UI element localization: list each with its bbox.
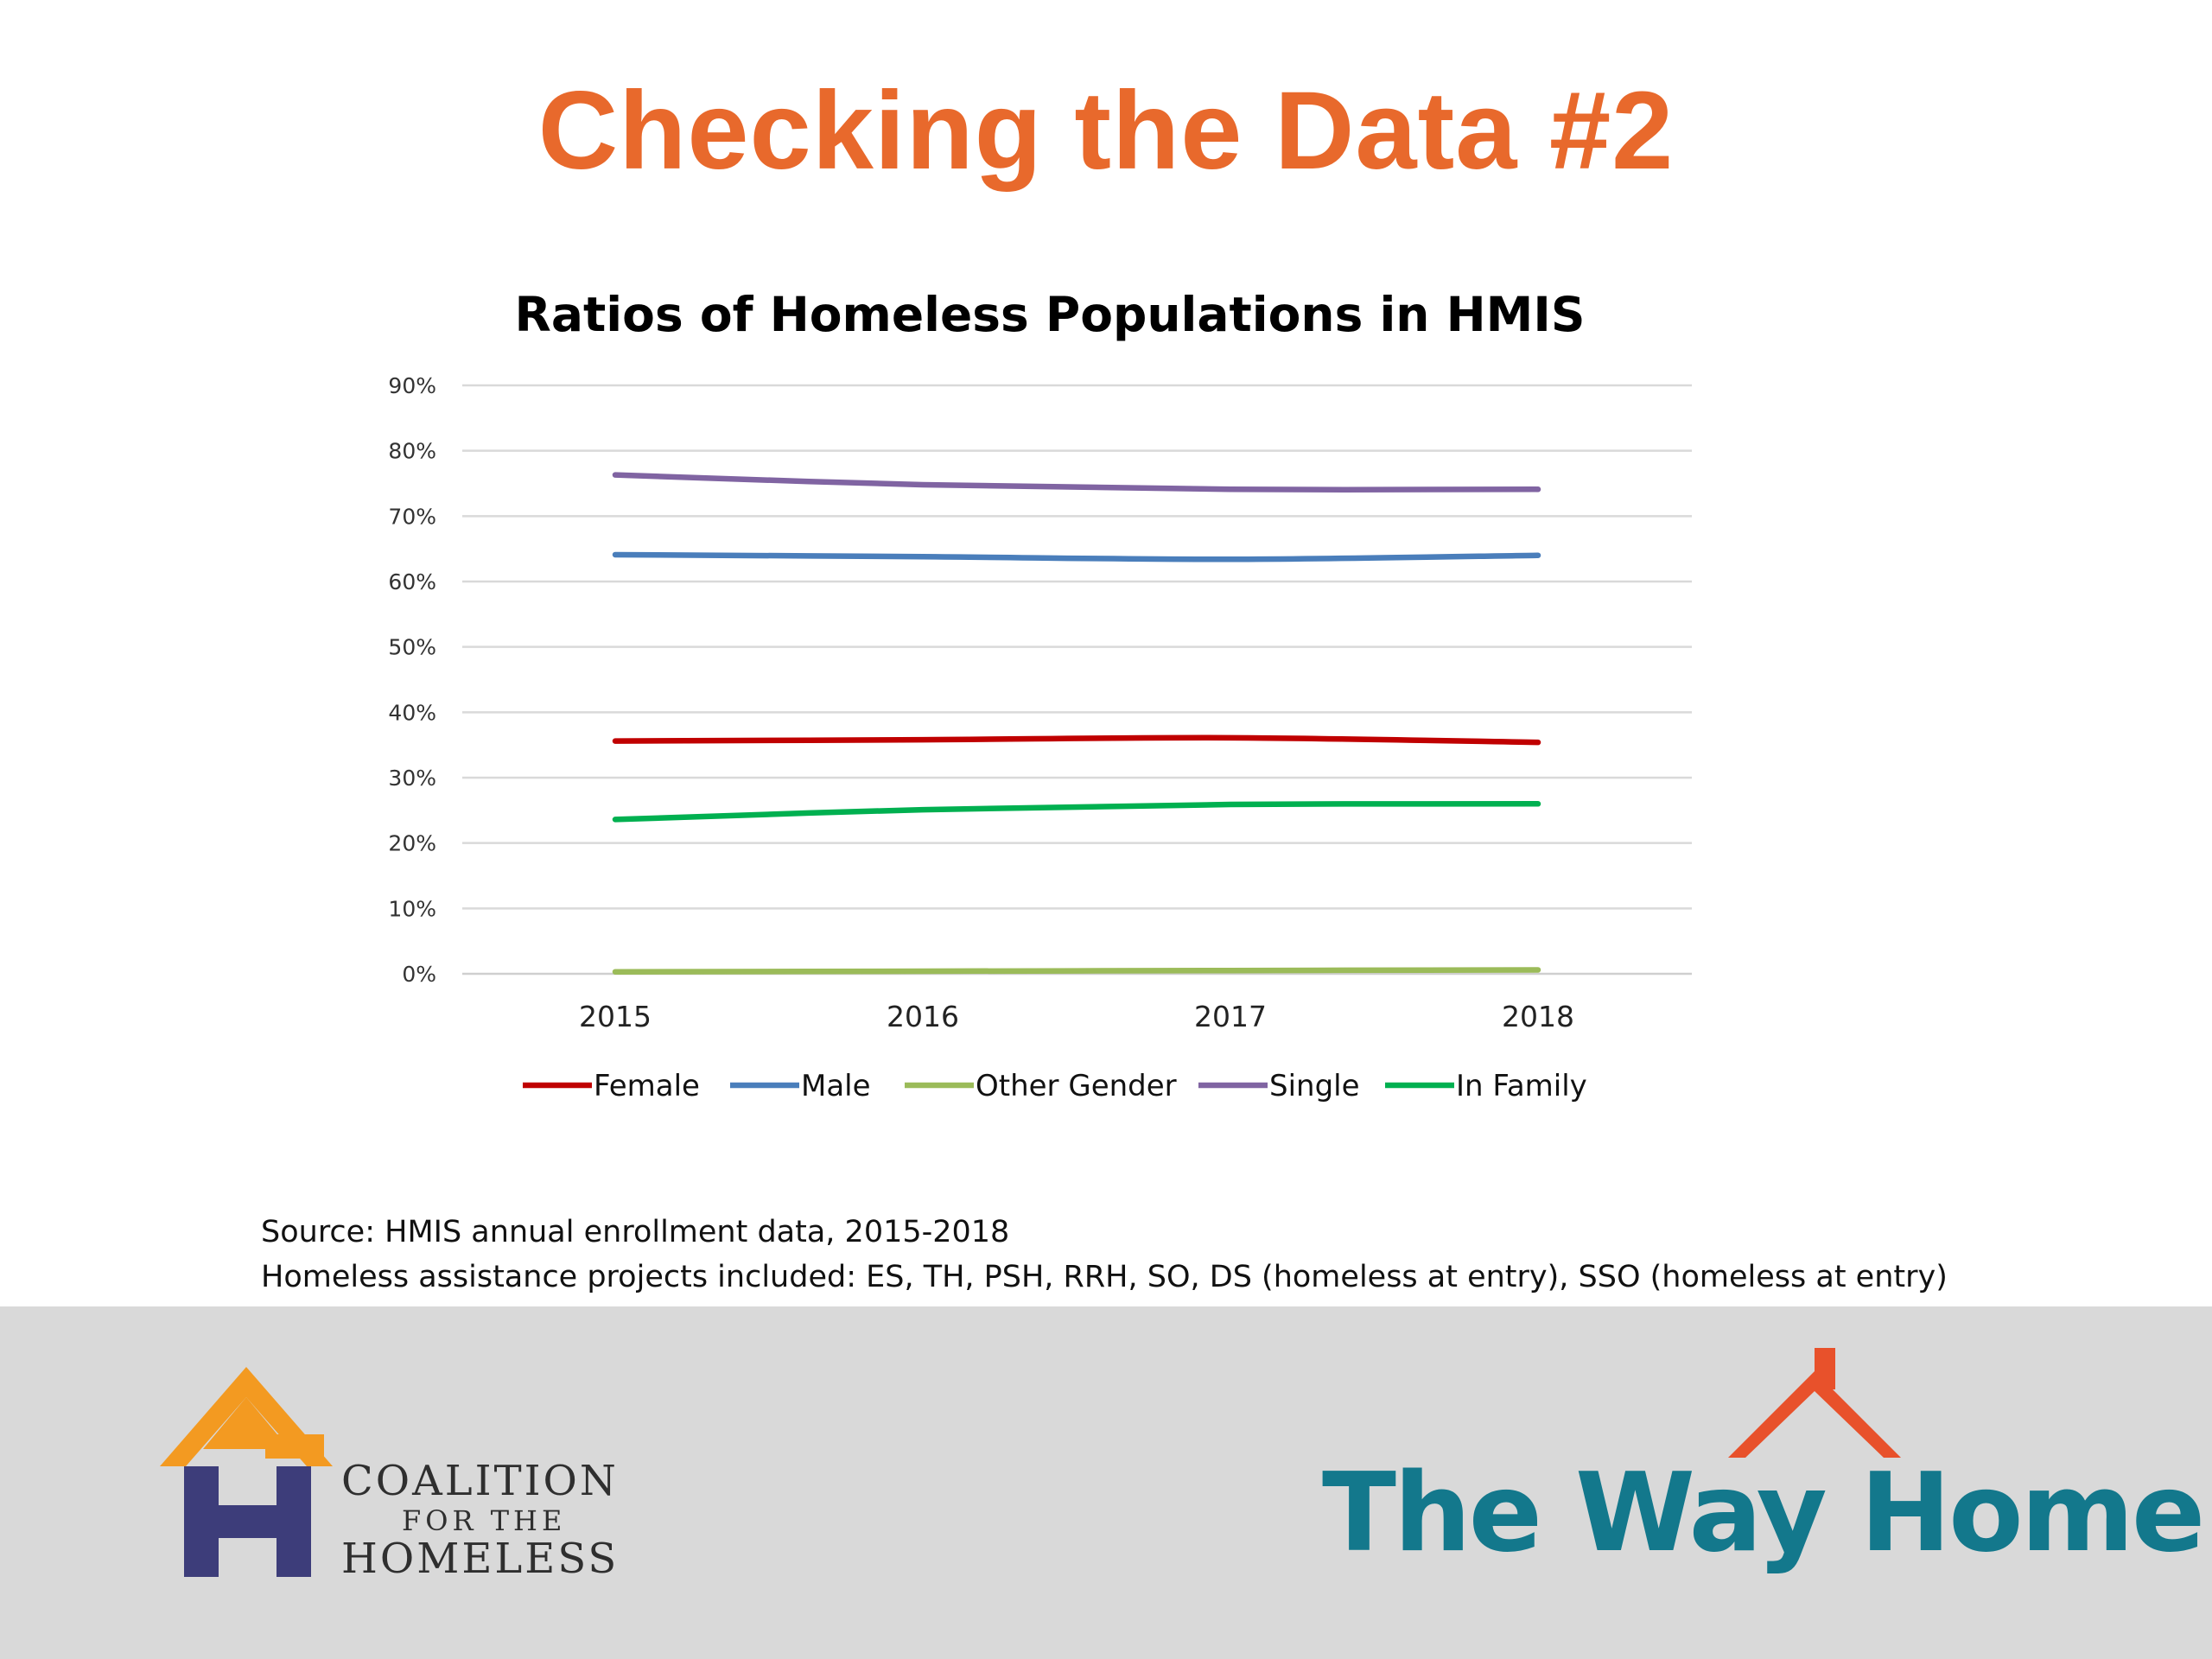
slide-title: Checking the Data #2 bbox=[537, 69, 1675, 193]
source-line: Source: HMIS annual enrollment data, 201… bbox=[261, 1215, 1010, 1249]
series-line-single bbox=[612, 472, 1541, 493]
y-tick-label: 80% bbox=[388, 439, 436, 464]
y-tick-label: 50% bbox=[388, 635, 436, 660]
source-note: Source: HMIS annual enrollment data, 201… bbox=[261, 1210, 1948, 1300]
y-axis-ticks: 0% 10% 20% 30% 40% 50% 60% 70% 80% 90% bbox=[388, 373, 436, 987]
coalition-wordmark: COALITION FOR THE HOMELESS bbox=[341, 1460, 619, 1580]
legend-label: In Family bbox=[1456, 1069, 1587, 1103]
wayhome-roof-icon bbox=[1728, 1348, 1901, 1458]
series-line-male bbox=[612, 551, 1541, 563]
x-tick-label: 2018 bbox=[1502, 1000, 1574, 1033]
x-tick-label: 2016 bbox=[887, 1000, 959, 1033]
legend-label: Female bbox=[594, 1069, 700, 1103]
x-tick-label: 2015 bbox=[579, 1000, 652, 1033]
wayhome-wordmark: The Way Home bbox=[1322, 1449, 2205, 1576]
y-tick-label: 60% bbox=[388, 569, 436, 594]
legend-label: Other Gender bbox=[976, 1069, 1177, 1103]
footer-bar: COALITION FOR THE HOMELESS The Way Home bbox=[0, 1306, 2212, 1659]
legend-label: Male bbox=[801, 1069, 871, 1103]
chart-title: Ratios of Homeless Populations in HMIS bbox=[514, 287, 1586, 342]
coalition-house-logo-icon bbox=[160, 1367, 333, 1577]
legend-label: Single bbox=[1269, 1069, 1360, 1103]
line-chart: 0%10%20%30%40%50%60%70%80%90% 2015 2016 20… bbox=[388, 373, 1692, 1103]
series-line-in-family bbox=[612, 801, 1541, 823]
y-tick-label: 90% bbox=[388, 373, 436, 398]
coalition-line-1: COALITION bbox=[341, 1457, 619, 1505]
x-tick-label: 2017 bbox=[1194, 1000, 1267, 1033]
y-tick-label: 70% bbox=[388, 504, 436, 529]
series-lines bbox=[612, 472, 1541, 975]
y-tick-label: 30% bbox=[388, 766, 436, 791]
y-tick-label: 0% bbox=[402, 962, 436, 987]
gridlines bbox=[462, 384, 1692, 976]
y-tick-label: 20% bbox=[388, 831, 436, 856]
coalition-line-2: FOR THE bbox=[402, 1504, 567, 1537]
y-tick-label: 40% bbox=[388, 700, 436, 725]
x-axis-ticks: 2015 2016 2017 2018 bbox=[579, 1000, 1574, 1033]
projects-line: Homeless assistance projects included: E… bbox=[261, 1260, 1948, 1294]
coalition-line-3: HOMELESS bbox=[341, 1535, 620, 1583]
legend: Female Male Other Gender Single In Family bbox=[523, 1069, 1587, 1103]
series-line-female bbox=[612, 734, 1541, 746]
series-line-other-gender bbox=[612, 967, 1541, 975]
y-tick-label: 10% bbox=[388, 896, 436, 921]
